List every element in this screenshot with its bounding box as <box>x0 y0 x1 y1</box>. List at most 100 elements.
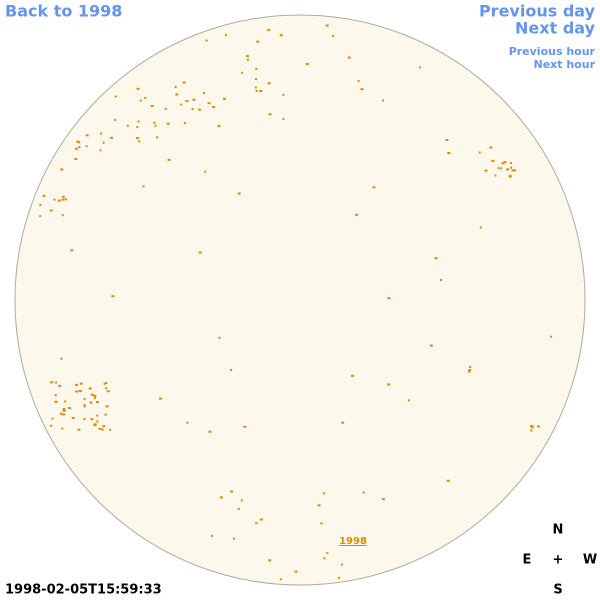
sunspot <box>137 120 140 123</box>
sunspot <box>225 34 227 37</box>
sunspot <box>372 186 376 189</box>
sunspot <box>338 576 341 579</box>
sunspot <box>282 117 285 120</box>
sunspot <box>240 499 243 502</box>
sunspot <box>267 82 271 85</box>
sunspot <box>467 370 470 373</box>
sunspot <box>550 335 552 338</box>
sunspot <box>332 34 335 37</box>
sunspot <box>256 40 260 43</box>
sunspot <box>479 226 482 229</box>
sunspot <box>341 563 344 566</box>
sunspot <box>282 93 285 96</box>
sunspot <box>494 174 497 177</box>
sunspot <box>440 279 442 281</box>
previous-hour-link[interactable]: Previous hour <box>509 45 596 58</box>
sunspot <box>230 369 233 372</box>
sunspot <box>90 418 94 421</box>
sunspot <box>325 24 329 27</box>
sunspot <box>164 107 167 110</box>
sunspot <box>39 215 42 218</box>
sunspot <box>64 198 67 201</box>
sunspot <box>182 81 186 84</box>
sunspot <box>49 209 53 212</box>
sunspot <box>75 383 78 386</box>
sunspot <box>64 400 67 403</box>
sunspot <box>136 87 140 90</box>
sunspot <box>54 400 58 403</box>
sunspot <box>111 295 115 298</box>
sunspot <box>484 169 488 172</box>
sunspot <box>126 124 129 127</box>
sunspot <box>105 405 109 408</box>
sunspot <box>268 559 272 562</box>
sunspot <box>83 404 86 407</box>
sunspot <box>208 430 212 433</box>
sunspot <box>341 421 345 424</box>
sunspot <box>60 168 64 171</box>
sunspot <box>362 491 365 494</box>
sunspot <box>241 71 244 74</box>
compass-west: W <box>583 553 597 568</box>
sunspot <box>75 390 79 393</box>
sunspot <box>61 198 65 201</box>
year-link[interactable]: 1998 <box>339 536 367 547</box>
sunspot <box>497 167 500 170</box>
sunspot <box>255 522 258 525</box>
next-day-link[interactable]: Next day <box>515 19 596 38</box>
sunspot <box>387 383 391 386</box>
sunspot <box>320 522 323 525</box>
previous-day-link[interactable]: Previous day <box>479 2 596 21</box>
sunspot <box>305 63 309 66</box>
next-hour-link[interactable]: Next hour <box>534 58 596 71</box>
sunspot <box>78 141 81 144</box>
sunspot <box>95 401 99 404</box>
sunspot <box>76 140 80 143</box>
sunspot <box>71 417 75 419</box>
sunspot <box>268 113 272 116</box>
sunspot <box>42 194 46 197</box>
sunspot <box>326 552 329 555</box>
sunspot <box>62 409 66 412</box>
sunspot <box>109 428 112 431</box>
sunspot <box>183 122 186 125</box>
back-link[interactable]: Back to 1998 <box>5 2 122 21</box>
sunspot <box>144 96 147 99</box>
sunspot <box>138 140 141 143</box>
sunspot <box>205 39 208 42</box>
sunspot <box>489 146 493 149</box>
sunspot <box>83 397 86 400</box>
sunspot <box>99 149 102 152</box>
sunspot <box>446 479 450 482</box>
sunspot <box>105 382 108 384</box>
sunspot <box>237 192 241 195</box>
sunspot <box>445 139 449 142</box>
sunspot <box>419 66 422 69</box>
sunspot <box>429 344 433 347</box>
sunspot <box>351 374 354 377</box>
sunspot <box>294 570 298 573</box>
sunspot <box>61 214 64 217</box>
compass-north: N <box>553 523 564 538</box>
sunspot <box>102 141 105 144</box>
sunspot <box>243 425 247 428</box>
sunspot <box>154 124 157 127</box>
sunspot <box>55 381 58 384</box>
sunspot <box>355 213 359 216</box>
sunspot <box>96 414 99 417</box>
sunspot <box>142 185 145 188</box>
sunspot <box>279 34 283 37</box>
sunspot <box>503 161 507 164</box>
sunspot <box>114 95 117 98</box>
sunspot <box>254 86 257 89</box>
sunspot <box>246 55 249 58</box>
sunspot <box>136 137 140 139</box>
sunspot <box>93 395 97 397</box>
sunspot <box>267 29 271 32</box>
sunspot <box>74 158 78 160</box>
sunspot <box>94 397 97 400</box>
sunspot <box>83 405 86 408</box>
sunspot <box>175 93 179 96</box>
sunspot <box>85 134 89 137</box>
